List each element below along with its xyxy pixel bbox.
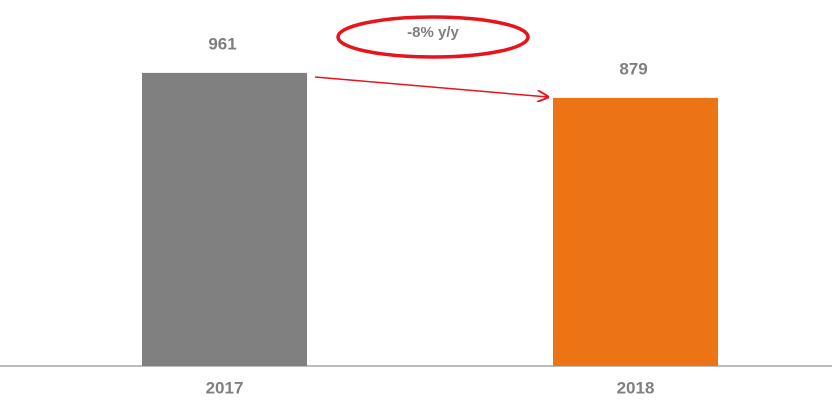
change-arrow: [314, 76, 548, 97]
annotation-ellipse: [336, 15, 530, 59]
x-tick-label: 2017: [206, 378, 244, 397]
x-tick-label: 2018: [617, 378, 655, 397]
value-label: 961: [208, 34, 236, 53]
bar: [142, 72, 307, 367]
value-label: 879: [619, 59, 647, 78]
bar: [553, 97, 718, 366]
annotation: -8% y/y: [407, 24, 459, 41]
